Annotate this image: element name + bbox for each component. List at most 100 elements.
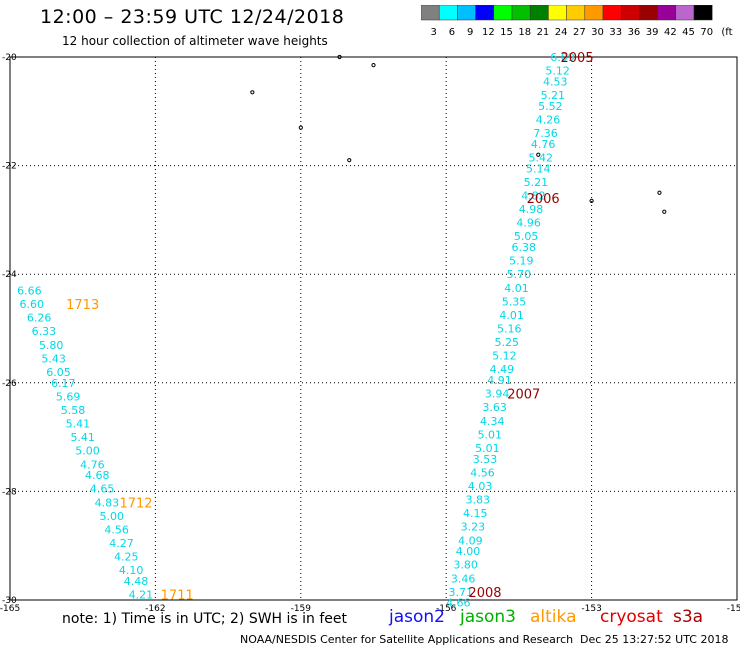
island-marker xyxy=(347,158,352,163)
island-marker xyxy=(662,209,667,214)
swh-value-label: 5.80 xyxy=(39,339,64,352)
colorbar-tick-label: 12 xyxy=(482,27,495,38)
pass-time-tag: 1712 xyxy=(119,496,152,511)
swh-value-label: 4.98 xyxy=(519,203,544,216)
swh-value-label: 3.80 xyxy=(453,559,478,572)
swh-value-label: 3.46 xyxy=(451,572,476,585)
swh-value-label: 6.09 xyxy=(550,51,575,64)
swh-value-label: 4.96 xyxy=(516,217,541,230)
swh-value-label: 6.38 xyxy=(511,241,536,254)
swh-value-label: 6.26 xyxy=(27,312,52,325)
colorbar-tick-label: 3 xyxy=(431,27,437,38)
swh-value-label: 5.35 xyxy=(502,295,527,308)
island-marker xyxy=(250,90,255,95)
pass-time-tag: 1713 xyxy=(66,298,99,313)
colorbar-tick-label: 21 xyxy=(537,27,550,38)
swh-value-label: 4.00 xyxy=(456,545,481,558)
pass-time-tag: 2005 xyxy=(561,51,594,66)
swh-value-label: 4.91 xyxy=(487,374,512,387)
swh-value-label: 5.01 xyxy=(475,442,500,455)
swh-value-label: 5.14 xyxy=(526,162,551,175)
colorbar-tick-label: 18 xyxy=(518,27,531,38)
footer-credit: NOAA/NESDIS Center for Satellite Applica… xyxy=(240,633,574,646)
colorbar-tick-label: 70 xyxy=(700,27,713,38)
y-tick-label: -28 xyxy=(2,487,17,497)
swh-value-label: 5.70 xyxy=(507,268,532,281)
colorbar-tick-label: 36 xyxy=(628,27,641,38)
swh-value-label: 4.03 xyxy=(468,480,493,493)
x-tick-label: -153 xyxy=(581,604,601,614)
island-marker xyxy=(371,63,376,68)
swh-value-label: 5.41 xyxy=(66,418,91,431)
swh-value-label: 4.15 xyxy=(463,507,488,520)
swh-value-label: 5.12 xyxy=(492,350,517,363)
y-tick-label: -22 xyxy=(2,162,17,172)
swh-value-label: 3.94 xyxy=(485,388,510,401)
island-marker xyxy=(657,190,662,195)
legend-jason3: jason3 xyxy=(460,607,516,627)
swh-value-label: 4.10 xyxy=(119,564,144,577)
swh-value-label: 5.41 xyxy=(70,431,95,444)
swh-value-label: 5.12 xyxy=(545,65,570,78)
x-tick-label: -159 xyxy=(291,604,312,614)
pass-time-tag: 2007 xyxy=(507,388,540,403)
swh-value-label: 5.42 xyxy=(528,151,553,164)
chart-title: 12:00 – 23:59 UTC 12/24/2018 xyxy=(40,6,345,28)
y-tick-label: -20 xyxy=(2,53,17,63)
legend-s3a: s3a xyxy=(673,607,704,627)
swh-value-label: 6.60 xyxy=(20,298,45,311)
footer-timestamp: Dec 25 13:27:52 UTC 2018 xyxy=(580,633,729,646)
swh-value-label: 5.19 xyxy=(509,255,534,268)
colorbar-tick-label: 15 xyxy=(500,27,513,38)
swh-value-label: 4.66 xyxy=(446,597,471,610)
swh-value-label: 4.34 xyxy=(480,415,505,428)
swh-value-label: 6.17 xyxy=(51,377,76,390)
swh-value-label: 5.00 xyxy=(100,510,125,523)
swh-value-label: 4.09 xyxy=(458,534,483,547)
x-tick-label: -156 xyxy=(436,604,457,614)
colorbar-tick-label: 42 xyxy=(664,27,677,38)
swh-value-label: 6.66 xyxy=(17,284,42,297)
legend-cryosat: cryosat xyxy=(600,607,663,627)
legend-jason2: jason2 xyxy=(389,607,445,627)
swh-value-label: 4.27 xyxy=(109,537,134,550)
y-tick-label: -24 xyxy=(2,270,17,280)
colorbar-tick-label: (ft) xyxy=(721,27,733,38)
colorbar-tick-label: 45 xyxy=(682,27,695,38)
swh-value-label: 4.76 xyxy=(531,138,556,151)
pass-time-tag: 1711 xyxy=(161,589,194,604)
swh-value-label: 6.05 xyxy=(46,366,71,379)
swh-value-label: 4.65 xyxy=(90,483,115,496)
swh-value-label: 4.76 xyxy=(80,458,105,471)
swh-value-label: 5.21 xyxy=(524,176,549,189)
swh-value-label: 4.25 xyxy=(114,551,139,564)
plot-frame xyxy=(9,56,738,601)
swh-value-label: 5.25 xyxy=(495,336,520,349)
swh-value-label: 5.05 xyxy=(514,230,539,243)
swh-value-label: 4.21 xyxy=(129,589,154,602)
chart-subtitle: 12 hour collection of altimeter wave hei… xyxy=(62,34,328,48)
swh-value-label: 4.56 xyxy=(104,523,129,536)
swh-value-label: 4.56 xyxy=(470,466,495,479)
colorbar-tick-label: 9 xyxy=(467,27,473,38)
colorbar-tick-label: 33 xyxy=(609,27,622,38)
pass-time-tag: 2008 xyxy=(468,586,501,601)
island-marker xyxy=(298,125,303,130)
swh-value-label: 4.26 xyxy=(536,113,561,126)
swh-value-label: 5.58 xyxy=(61,404,86,417)
swh-value-label: 5.16 xyxy=(497,323,522,336)
colorbar-tick-label: 6 xyxy=(449,27,455,38)
swh-value-label: 3.83 xyxy=(465,494,490,507)
swh-value-label: 4.48 xyxy=(124,575,149,588)
colorbar-tick-label: 39 xyxy=(646,27,659,38)
pass-time-tag: 2006 xyxy=(527,192,560,207)
swh-value-label: 5.52 xyxy=(538,100,563,113)
island-marker xyxy=(589,198,594,203)
swh-value-label: 4.01 xyxy=(499,309,524,322)
colorbar-tick-label: 24 xyxy=(555,27,568,38)
swh-value-label: 4.68 xyxy=(85,469,110,482)
swh-value-label: 3.71 xyxy=(448,586,473,599)
island-marker xyxy=(536,152,541,157)
swh-value-label: 3.53 xyxy=(473,453,498,466)
